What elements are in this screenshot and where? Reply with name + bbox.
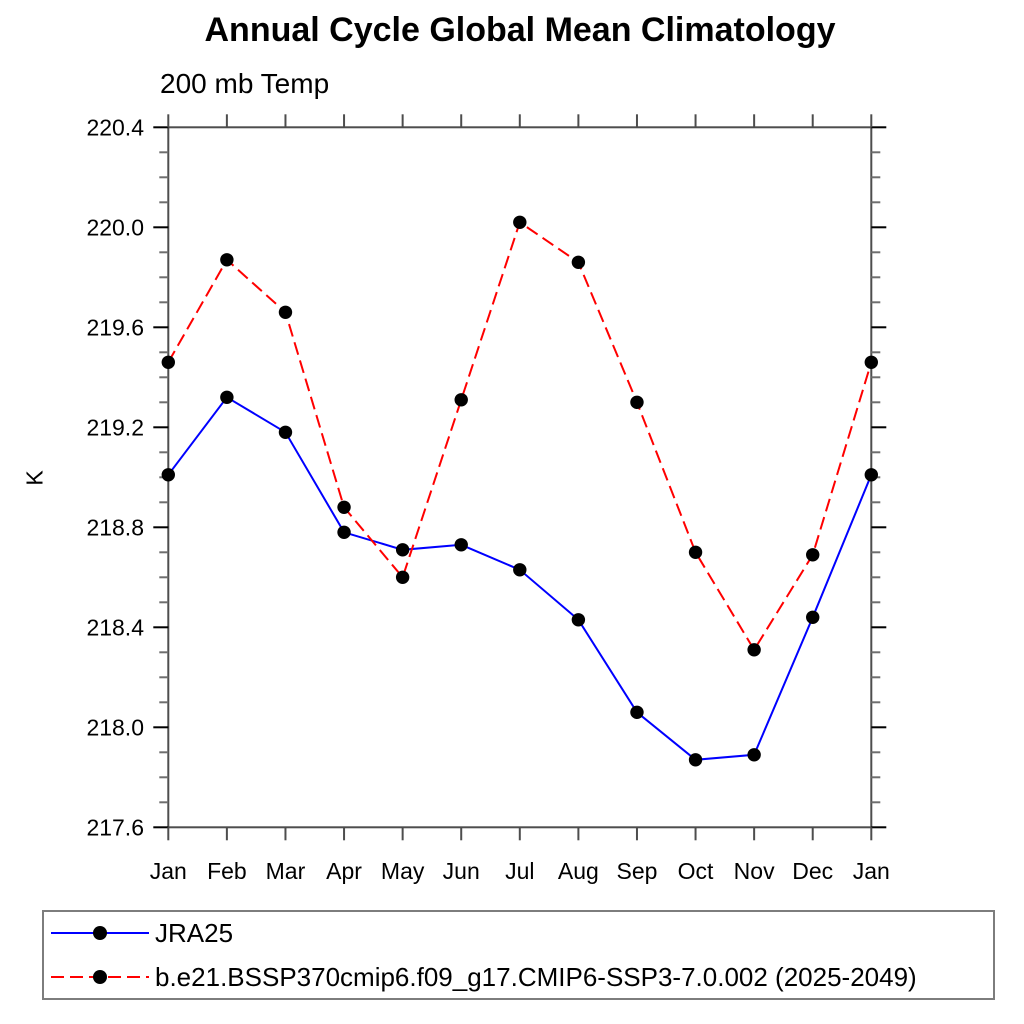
data-point-marker — [161, 468, 175, 482]
legend-line-sample-model — [49, 966, 151, 988]
y-tick-label: 219.6 — [86, 314, 144, 340]
y-tick-label: 218.4 — [86, 614, 144, 640]
data-point-marker — [571, 613, 586, 627]
y-tick-label: 218.0 — [86, 714, 144, 740]
data-point-marker — [337, 500, 351, 514]
data-point-marker — [454, 538, 468, 552]
data-point-marker — [513, 215, 527, 229]
x-tick-label: May — [381, 858, 425, 884]
x-tick-label: Feb — [207, 858, 247, 884]
x-tick-label: Jun — [443, 858, 480, 884]
legend-label-jra25: JRA25 — [155, 918, 234, 948]
series-1 — [161, 215, 878, 657]
legend-line-sample-jra25 — [49, 922, 151, 944]
data-point-marker — [161, 355, 175, 369]
data-point-marker — [278, 425, 293, 439]
y-tick-label: 217.6 — [86, 814, 144, 840]
x-tick-label: Jan — [853, 858, 890, 884]
x-tick-label: Jan — [150, 858, 187, 884]
data-point-marker — [454, 393, 468, 407]
y-tick-label: 218.8 — [86, 514, 144, 540]
x-tick-label: Dec — [792, 858, 833, 884]
data-point-marker — [688, 545, 703, 559]
x-tick-label: Sep — [616, 858, 657, 884]
data-point-marker — [806, 610, 820, 624]
data-point-marker — [278, 305, 293, 319]
axis-frame — [167, 126, 873, 829]
data-point-marker — [747, 748, 761, 762]
y-tick-label: 220.0 — [86, 214, 144, 240]
data-point-marker — [571, 255, 586, 269]
data-point-marker — [513, 563, 527, 577]
data-point-marker — [395, 570, 410, 584]
legend-row-model: b.e21.BSSP370cmip6.f09_g17.CMIP6-SSP3-7.… — [49, 957, 993, 997]
chart-subtitle: 200 mb Temp — [160, 68, 330, 99]
x-tick-label: Nov — [734, 858, 775, 884]
data-point-marker — [688, 753, 703, 767]
y-tick-label: 220.4 — [86, 114, 144, 140]
x-axis-ticks: Jan Feb Mar Apr May Jun Jul Aug Sep Oct Nov Dec Jan — [150, 114, 890, 884]
x-tick-label: Apr — [326, 858, 362, 884]
x-tick-label: Aug — [558, 858, 599, 884]
data-point-marker — [220, 390, 234, 404]
chart-title: Annual Cycle Global Mean Climatology — [204, 11, 836, 49]
series-line-0 — [167, 395, 873, 761]
data-point-marker — [864, 355, 878, 369]
data-point-marker — [395, 543, 410, 557]
data-point-marker — [220, 253, 234, 267]
y-tick-label: 219.2 — [86, 414, 144, 440]
x-tick-label: Oct — [678, 858, 714, 884]
x-tick-label: Jul — [505, 858, 534, 884]
legend-box: JRA25 b.e21.BSSP370cmip6.f09_g17.CMIP6-S… — [42, 910, 995, 1000]
data-point-marker — [747, 643, 761, 657]
data-point-marker — [864, 468, 878, 482]
legend-label-model: b.e21.BSSP370cmip6.f09_g17.CMIP6-SSP3-7.… — [155, 962, 917, 992]
y-axis-ticks: 217.6 218.0 218.4 218.8 219.2 219.6 220.0 220.4 — [86, 114, 887, 840]
series-line-1 — [167, 220, 873, 652]
data-point-marker — [630, 395, 644, 409]
x-tick-label: Mar — [266, 858, 306, 884]
data-point-marker — [806, 548, 820, 562]
data-point-marker — [630, 705, 644, 719]
legend-row-jra25: JRA25 — [49, 913, 993, 953]
data-point-marker — [337, 525, 351, 539]
series-0 — [161, 390, 878, 767]
